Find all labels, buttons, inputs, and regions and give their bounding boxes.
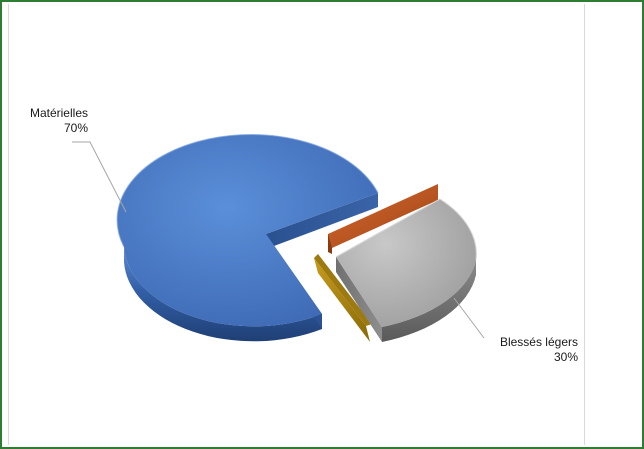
data-label-materielles: Matérielles 70% — [14, 106, 88, 136]
slice-gold-face — [314, 258, 370, 342]
leader-line-materielles — [72, 141, 127, 213]
data-label-blesses-legers: Blessés légers 30% — [486, 335, 578, 365]
data-label-blesses-legers-percent: 30% — [553, 350, 578, 364]
data-label-materielles-name: Matérielles — [29, 106, 88, 120]
slice-blesses-cut-face — [336, 257, 382, 342]
slice-gold — [314, 254, 372, 342]
slice-blesses-top — [336, 199, 477, 327]
slice-blesses-side — [382, 260, 476, 342]
data-label-materielles-percent: 70% — [63, 121, 88, 135]
leader-line-blesses-legers — [453, 297, 485, 339]
slice-orange-face — [328, 184, 438, 248]
slice-materielles — [116, 133, 379, 342]
slice-materielles-top — [117, 134, 378, 327]
slice-materielles-back-face — [266, 193, 378, 249]
slice-materielles-side — [124, 247, 322, 342]
gridline-left — [8, 4, 9, 445]
data-label-blesses-legers-name: Blessés légers — [499, 335, 578, 349]
slice-orange — [328, 184, 438, 254]
slice-blesses-legers — [335, 198, 477, 342]
gridline-right — [584, 4, 585, 445]
